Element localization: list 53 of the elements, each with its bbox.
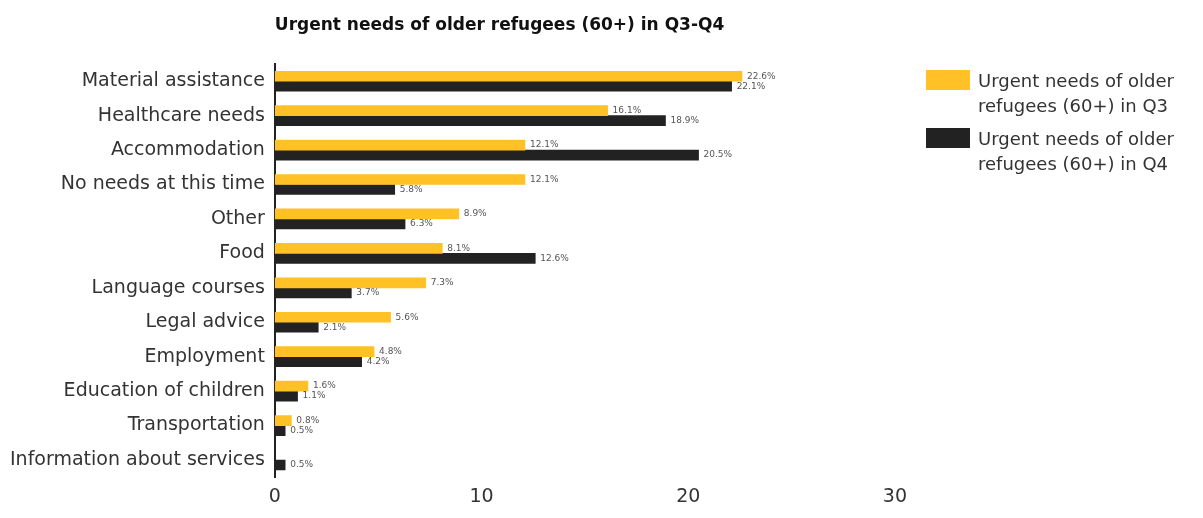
data-label: 2.1% (323, 321, 347, 332)
y-tick-label: Information about services (10, 446, 265, 469)
data-label: 7.3% (430, 277, 455, 288)
data-label: 12.6% (540, 252, 570, 263)
data-label: 5.6% (395, 311, 419, 322)
data-label: 0.8% (296, 414, 320, 425)
bar (274, 277, 427, 289)
bar (274, 208, 460, 220)
data-label: 22.6% (746, 70, 776, 81)
bar (274, 174, 526, 185)
data-label: 1.6% (312, 380, 337, 391)
y-tick-label: No needs at this time (60, 171, 265, 194)
data-label: 20.5% (703, 149, 733, 160)
y-tick-label: Food (219, 240, 265, 263)
data-label: 18.9% (670, 114, 700, 125)
x-tick-label: 20 (676, 483, 701, 506)
x-tick-label: 30 (882, 483, 908, 506)
y-tick-label: Legal advice (145, 309, 265, 332)
data-label: 12.1% (529, 173, 559, 184)
data-label: 5.8% (399, 183, 424, 194)
bar (274, 346, 375, 358)
data-label: 12.1% (529, 139, 559, 150)
x-tick-label: 0 (268, 483, 281, 506)
y-tick-label: Material assistance (81, 68, 265, 91)
x-tick-label: 10 (469, 483, 494, 506)
y-tick-label: Education of children (63, 378, 265, 401)
y-tick-label: Language courses (91, 274, 265, 297)
data-label: 16.1% (612, 104, 642, 115)
data-label: 4.2% (366, 356, 390, 367)
data-label: 8.1% (447, 242, 471, 253)
legend-label: Urgent needs of older refugees (60+) in Q4 (978, 127, 1175, 176)
bar (274, 380, 309, 392)
y-tick-label: Accommodation (110, 137, 265, 160)
bar (274, 139, 526, 151)
legend-label: Urgent needs of older refugees (60+) in Q3 (978, 69, 1175, 118)
data-label: 0.5% (290, 459, 314, 470)
chart-title: Urgent needs of older refugees (60+) in Q3-Q4 (274, 14, 725, 35)
y-tick-label: Other (210, 205, 266, 228)
data-label: 0.5% (290, 424, 314, 435)
y-tick-label: Transportation (126, 412, 265, 435)
data-label: 8.9% (463, 208, 488, 219)
data-label: 1.1% (302, 390, 326, 401)
y-tick-label: Healthcare needs (97, 102, 265, 125)
bar (274, 415, 292, 426)
bar (274, 243, 443, 254)
data-label: 3.7% (356, 287, 380, 298)
bar (274, 105, 608, 116)
bar (274, 70, 743, 82)
data-label: 22.1% (736, 80, 766, 91)
data-label: 6.3% (410, 218, 434, 229)
y-tick-label: Employment (144, 343, 265, 366)
bar (274, 311, 391, 323)
data-label: 4.8% (379, 346, 403, 357)
